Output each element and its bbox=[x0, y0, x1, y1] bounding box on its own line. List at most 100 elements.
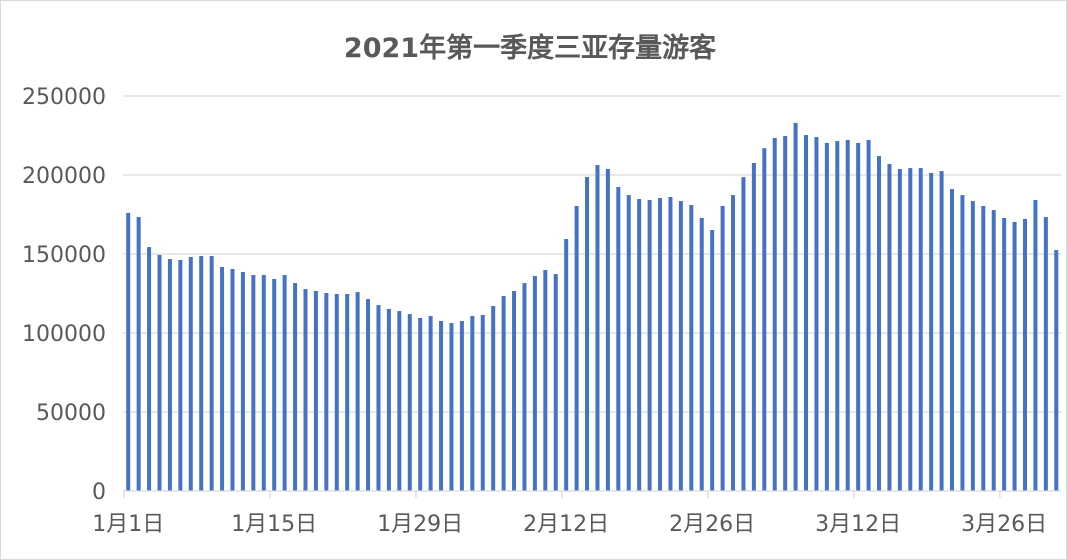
bar bbox=[845, 139, 850, 491]
bar bbox=[209, 256, 214, 491]
bar bbox=[981, 205, 986, 491]
bar bbox=[699, 217, 704, 491]
bar bbox=[188, 257, 193, 491]
bar bbox=[689, 205, 694, 491]
bar bbox=[512, 290, 517, 491]
bar bbox=[751, 162, 756, 491]
bar bbox=[877, 156, 882, 492]
bar bbox=[220, 266, 225, 491]
y-tick-label: 0 bbox=[92, 480, 106, 505]
y-tick-label: 250000 bbox=[22, 85, 106, 110]
bar bbox=[1033, 199, 1038, 492]
bar bbox=[678, 201, 683, 491]
bar bbox=[929, 172, 934, 492]
bar bbox=[668, 196, 673, 491]
bar bbox=[762, 148, 767, 491]
bar bbox=[1043, 217, 1048, 491]
bar bbox=[136, 217, 141, 491]
bar bbox=[126, 212, 131, 492]
bar bbox=[835, 141, 840, 491]
bar bbox=[918, 168, 923, 491]
bar bbox=[616, 187, 621, 491]
bar bbox=[324, 293, 329, 491]
bar bbox=[439, 320, 444, 491]
x-tick-label: 2月12日 bbox=[523, 512, 609, 537]
x-tick-label: 1月15日 bbox=[231, 512, 317, 537]
bar bbox=[543, 269, 548, 491]
bar bbox=[449, 323, 454, 491]
bar bbox=[783, 135, 788, 491]
y-tick-label: 150000 bbox=[22, 243, 106, 268]
bar bbox=[470, 315, 475, 491]
bar bbox=[167, 259, 172, 491]
bar bbox=[804, 135, 809, 491]
y-tick-label: 100000 bbox=[22, 322, 106, 347]
y-tick-label: 50000 bbox=[36, 401, 106, 426]
x-tick-label: 2月26日 bbox=[669, 512, 755, 537]
x-tick-label: 1月29日 bbox=[377, 512, 463, 537]
bar bbox=[303, 289, 308, 491]
bar bbox=[532, 275, 537, 491]
bar bbox=[866, 139, 871, 491]
bar bbox=[637, 199, 642, 492]
bar bbox=[1012, 221, 1017, 491]
bar bbox=[970, 201, 975, 491]
bar bbox=[397, 311, 402, 491]
chart-title: 2021年第一季度三亚存量游客 bbox=[344, 32, 717, 64]
bar bbox=[585, 177, 590, 491]
bar bbox=[178, 260, 183, 491]
x-tick-label: 1月1日 bbox=[92, 512, 164, 537]
bar bbox=[418, 317, 423, 491]
bar bbox=[1054, 250, 1059, 491]
bar bbox=[564, 238, 569, 491]
y-tick-label: 200000 bbox=[22, 164, 106, 189]
bar bbox=[1002, 217, 1007, 491]
bar bbox=[251, 275, 256, 491]
bar bbox=[772, 138, 777, 491]
bar bbox=[553, 274, 558, 491]
bar bbox=[710, 229, 715, 491]
bar bbox=[814, 137, 819, 491]
bar bbox=[939, 171, 944, 492]
bar bbox=[355, 292, 360, 491]
bar bbox=[887, 163, 892, 491]
bar bbox=[261, 275, 266, 491]
bar bbox=[386, 308, 391, 491]
bar bbox=[626, 195, 631, 492]
bar bbox=[272, 278, 277, 491]
bar bbox=[522, 283, 527, 491]
bar bbox=[345, 293, 350, 491]
bar bbox=[1023, 218, 1028, 491]
bar bbox=[480, 314, 485, 491]
bar bbox=[428, 315, 433, 491]
bar bbox=[459, 320, 464, 491]
bar bbox=[741, 177, 746, 491]
bar bbox=[376, 305, 381, 491]
bar bbox=[897, 168, 902, 491]
bar bbox=[658, 198, 663, 491]
bar bbox=[240, 272, 245, 491]
bar bbox=[147, 247, 152, 491]
bar bbox=[334, 293, 339, 491]
x-tick-label: 3月12日 bbox=[815, 512, 901, 537]
bar bbox=[293, 283, 298, 491]
bar bbox=[605, 168, 610, 491]
bar bbox=[731, 195, 736, 492]
bar bbox=[366, 299, 371, 491]
bar bbox=[574, 205, 579, 491]
bar bbox=[824, 142, 829, 491]
bar bbox=[950, 189, 955, 491]
bar bbox=[991, 210, 996, 492]
bar bbox=[313, 290, 318, 491]
bar bbox=[491, 305, 496, 491]
bar bbox=[960, 195, 965, 492]
x-tick-label: 3月26日 bbox=[961, 512, 1047, 537]
bar bbox=[501, 296, 506, 491]
bar bbox=[595, 165, 600, 491]
bar bbox=[908, 168, 913, 491]
bar bbox=[282, 275, 287, 491]
bar bbox=[720, 205, 725, 491]
bar bbox=[856, 142, 861, 491]
